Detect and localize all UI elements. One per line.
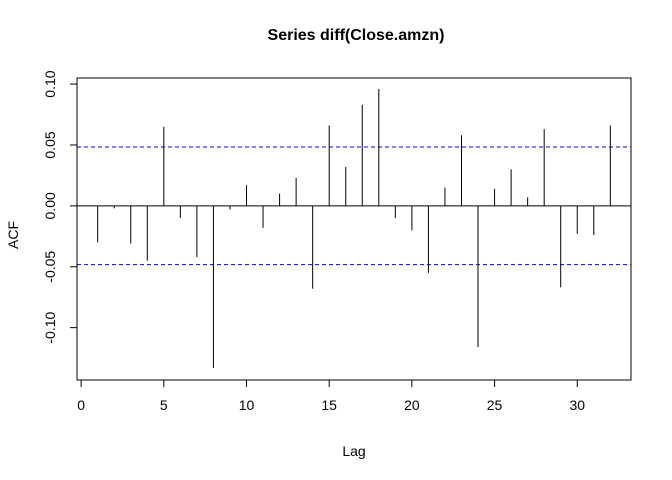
acf-bars [97, 88, 611, 368]
x-tick-label-5: 5 [160, 397, 168, 413]
plot-frame [76, 77, 632, 381]
y-axis-label: ACF [5, 221, 21, 249]
confidence-bounds [77, 146, 631, 266]
chart-title: Series diff(Close.amzn) [268, 27, 445, 44]
y-tick-label-0: -0.10 [42, 311, 58, 343]
y-tick-label-4: 0.10 [42, 70, 58, 97]
x-tick-label-20: 20 [404, 397, 420, 413]
x-tick-label-15: 15 [321, 397, 337, 413]
x-tick-label-0: 0 [77, 397, 85, 413]
x-axis-label: Lag [342, 443, 365, 459]
x-tick-label-30: 30 [569, 397, 585, 413]
y-tick-label-3: 0.05 [42, 131, 58, 158]
x-tick-label-25: 25 [487, 397, 503, 413]
x-axis: 0 5 10 15 20 25 30 [77, 379, 585, 413]
y-tick-label-1: -0.05 [42, 251, 58, 283]
y-axis: -0.10 -0.05 0.00 0.05 0.10 [42, 70, 78, 344]
y-tick-label-2: 0.00 [42, 192, 58, 219]
x-tick-label-10: 10 [239, 397, 255, 413]
